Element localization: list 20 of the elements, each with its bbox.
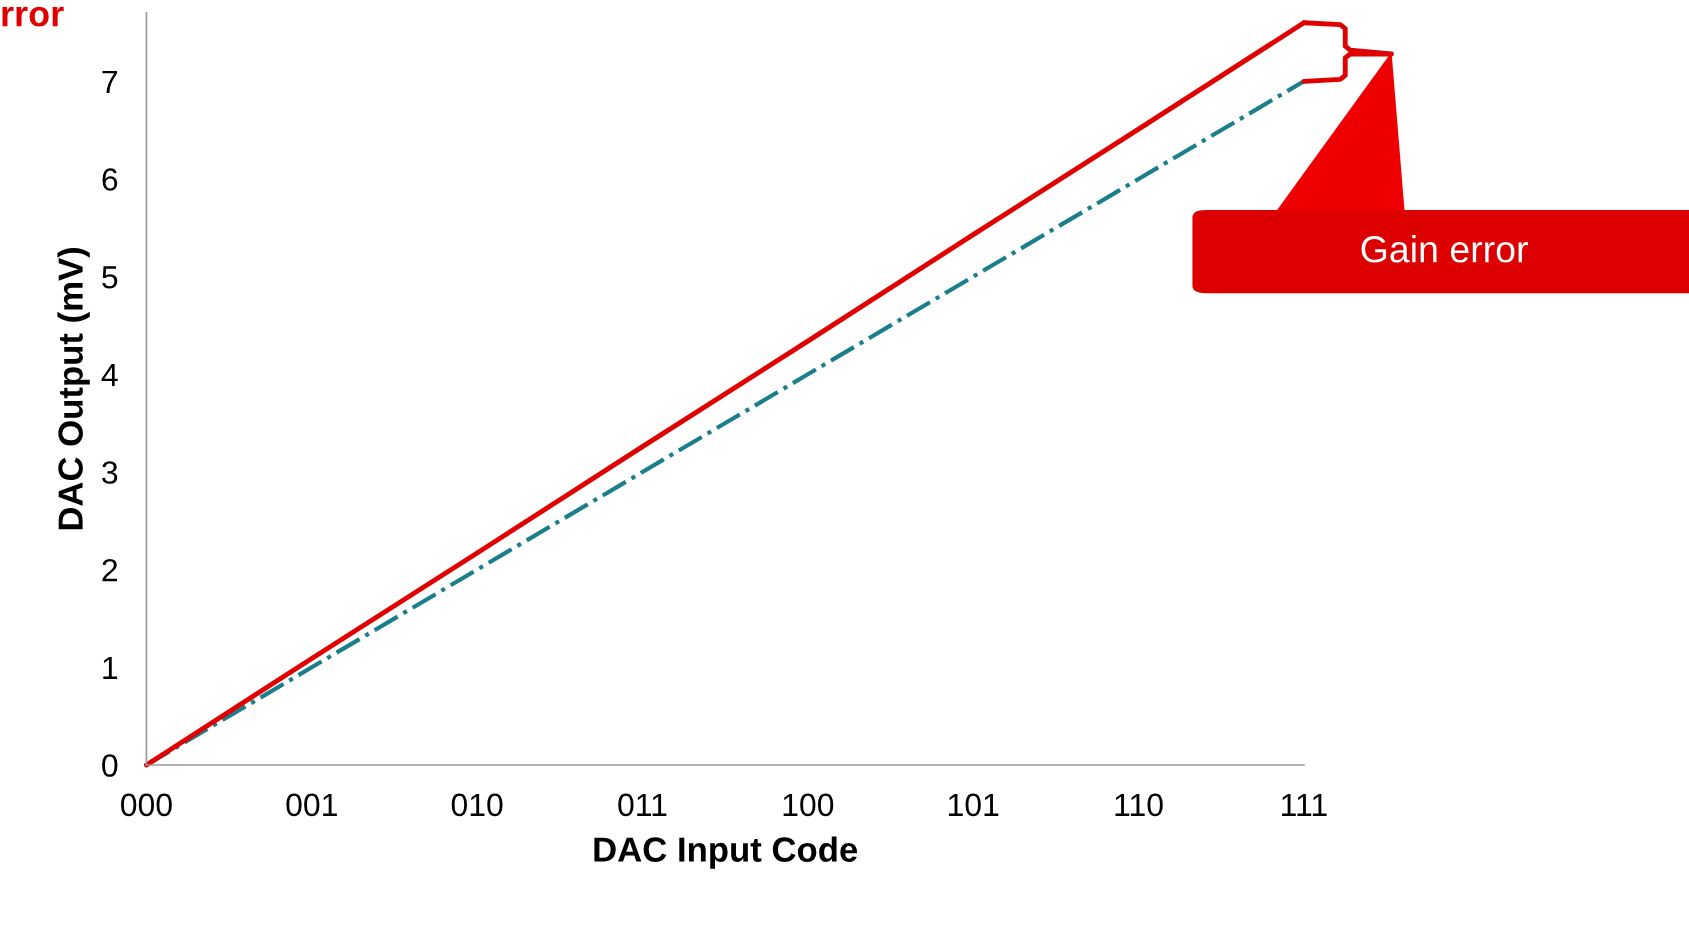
- y-tick-label: 6: [102, 168, 118, 191]
- y-tick-label: 2: [102, 558, 118, 582]
- y-tick-label: 1: [103, 656, 118, 679]
- x-tick-label: 100: [783, 793, 834, 817]
- x-tick-label: 111: [1282, 793, 1327, 816]
- x-tick-label: 010: [451, 793, 503, 817]
- y-axis-title: DAC Output (mV): [57, 247, 90, 530]
- x-tick-label: 011: [618, 793, 667, 817]
- x-tick-label: 101: [948, 793, 999, 817]
- y-tick-label: 7: [102, 70, 118, 93]
- y-tick-label: 0: [102, 754, 118, 777]
- chart-title: rror: [2, 6, 64, 27]
- y-tick-label: 5: [102, 266, 118, 289]
- x-tick-label: 000: [121, 793, 172, 817]
- y-tick-label: 3: [102, 461, 118, 484]
- y-tick-label: 4: [101, 363, 118, 386]
- x-tick-label: 001: [286, 793, 337, 817]
- x-tick-label: 110: [1115, 793, 1163, 817]
- text: Gain error: [1361, 235, 1528, 263]
- x-axis-title: DAC Input Code: [594, 836, 858, 869]
